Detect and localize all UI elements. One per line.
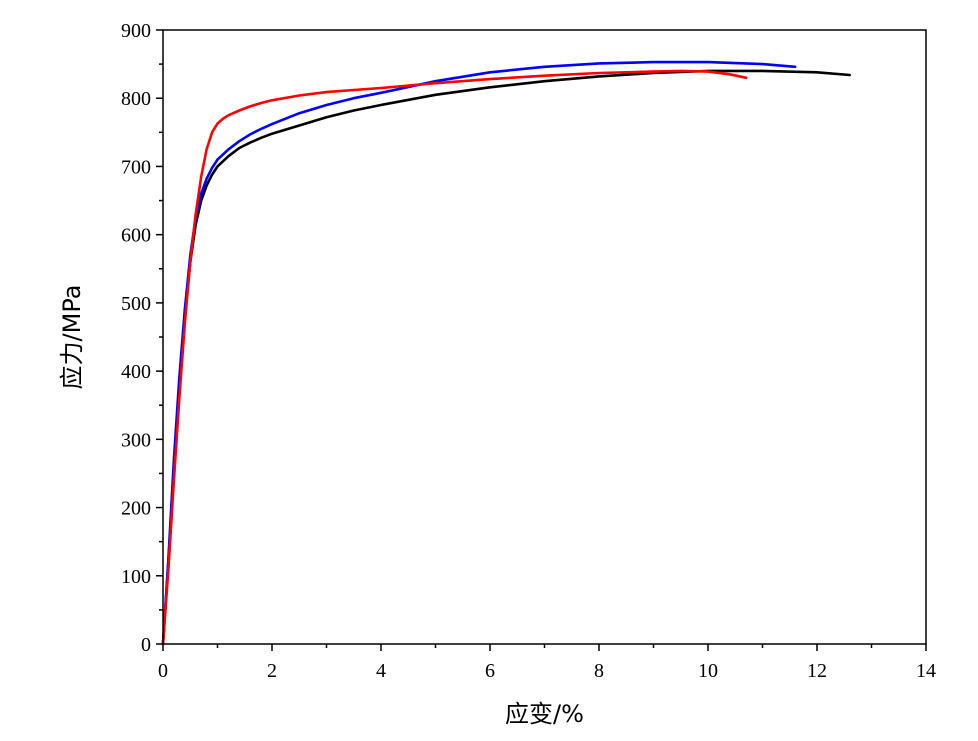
y-tick-label: 100 — [121, 566, 151, 588]
series-line-3 — [161, 69, 748, 646]
x-axis-title: 应变/% — [505, 700, 584, 728]
x-tick-label: 0 — [158, 660, 168, 682]
series-line-1 — [161, 69, 852, 646]
y-tick-label: 0 — [141, 634, 151, 656]
x-tick-label: 12 — [807, 660, 827, 682]
y-tick-label: 200 — [121, 498, 151, 520]
y-tick-label: 800 — [121, 88, 151, 110]
y-axis-ticks: 0 100 200 300 400 500 600 700 800 900 — [121, 20, 163, 656]
y-tick-label: 500 — [121, 293, 151, 315]
x-tick-label: 4 — [376, 660, 386, 682]
y-axis-title: 应力/MPa — [58, 285, 86, 390]
y-tick-label: 600 — [121, 225, 151, 247]
x-tick-label: 10 — [698, 660, 718, 682]
x-tick-label: 8 — [594, 660, 604, 682]
x-tick-label: 6 — [485, 660, 495, 682]
y-tick-label: 300 — [121, 429, 151, 451]
y-tick-label: 700 — [121, 156, 151, 178]
x-tick-label: 2 — [267, 660, 277, 682]
plot-lines — [161, 60, 852, 646]
x-tick-label: 14 — [916, 660, 936, 682]
y-tick-label: 400 — [121, 361, 151, 383]
y-tick-label: 900 — [121, 20, 151, 42]
x-axis-ticks: 0 2 4 6 8 10 12 14 — [158, 644, 936, 682]
series-line-2 — [161, 60, 797, 646]
